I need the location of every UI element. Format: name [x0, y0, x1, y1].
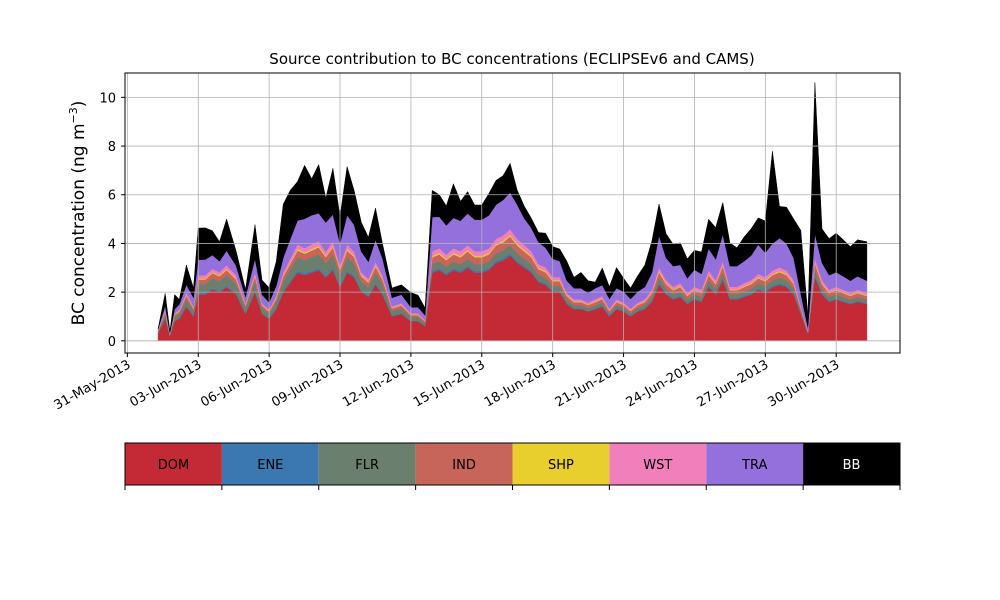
legend-label: DOM	[158, 458, 189, 473]
legend-swatch	[221, 443, 319, 485]
legend-swatch	[609, 443, 707, 485]
y-tick-label: 0	[108, 335, 116, 350]
legend-swatch	[415, 443, 513, 485]
x-tick-label: 27-Jun-2013	[694, 357, 771, 410]
area-bb	[157, 82, 868, 333]
x-tick-label: 18-Jun-2013	[482, 357, 559, 410]
x-tick-label: 03-Jun-2013	[127, 357, 204, 410]
legend-swatch	[125, 443, 222, 485]
x-tick-label: 31-May-2013	[52, 357, 134, 413]
legend-label: FLR	[355, 458, 379, 473]
y-axis-label: BC concentration (ng m−3)	[67, 101, 89, 326]
y-tick-label: 10	[99, 91, 116, 106]
legend-item-tra: TRA	[706, 443, 804, 485]
x-tick-label: 15-Jun-2013	[411, 357, 488, 410]
legend-item-flr: FLR	[318, 443, 416, 485]
legend-item-shp: SHP	[512, 443, 610, 485]
legend-label: TRA	[741, 458, 767, 473]
grid-lines	[125, 73, 900, 353]
x-tick-label: 09-Jun-2013	[269, 357, 346, 410]
x-tick-label: 21-Jun-2013	[553, 357, 630, 410]
legend-item-ind: IND	[415, 443, 513, 485]
x-tick-label: 30-Jun-2013	[765, 357, 842, 410]
stacked-areas	[157, 82, 868, 342]
legend-item-bb: BB	[803, 443, 900, 485]
legend-swatch	[318, 443, 416, 485]
legend-swatch	[512, 443, 610, 485]
legend: DOM ENE FLR IND SHP WST TRA BB	[124, 442, 901, 490]
y-tick-label: 4	[108, 237, 116, 252]
chart-title: Source contribution to BC concentrations…	[269, 50, 754, 68]
x-axis: 31-May-201303-Jun-201306-Jun-201309-Jun-…	[52, 353, 842, 413]
legend-label: BB	[843, 458, 861, 473]
legend-label: WST	[643, 458, 672, 473]
legend-swatch	[706, 443, 804, 485]
legend-label: SHP	[548, 458, 574, 473]
x-tick-label: 24-Jun-2013	[624, 357, 701, 410]
y-axis: 0 2 4 6 8 10	[99, 91, 125, 350]
legend-item-ene: ENE	[221, 443, 319, 485]
x-tick-label: 06-Jun-2013	[198, 357, 275, 410]
y-tick-label: 6	[108, 189, 116, 204]
legend-item-wst: WST	[609, 443, 707, 485]
legend-swatch	[803, 443, 900, 485]
y-tick-label: 2	[108, 286, 116, 301]
legend-item-dom: DOM	[125, 443, 222, 485]
plot-frame	[124, 72, 901, 354]
legend-label: IND	[452, 458, 476, 473]
legend-label: ENE	[257, 458, 283, 473]
x-tick-label: 12-Jun-2013	[340, 357, 417, 410]
y-tick-label: 8	[108, 140, 116, 155]
